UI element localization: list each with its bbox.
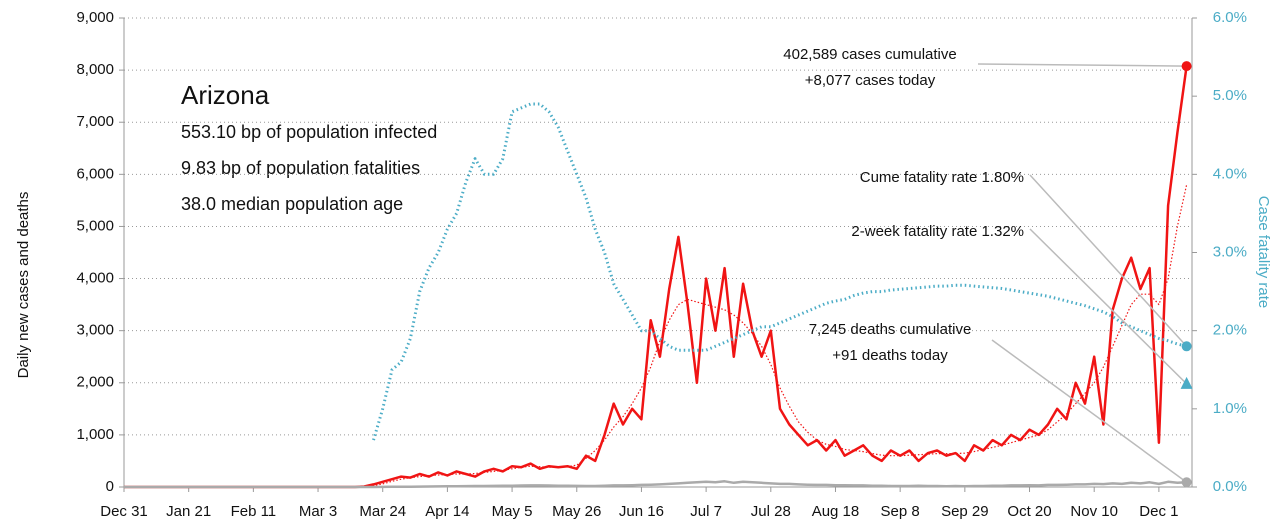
x-tick-label: Mar 3: [299, 503, 337, 520]
info-line: 38.0 median population age: [181, 194, 403, 214]
x-tick-label: Feb 11: [231, 503, 277, 520]
x-tick-label: Oct 20: [1007, 503, 1051, 520]
marker: [1181, 477, 1192, 488]
annotation-text: 402,589 cases cumulative: [783, 46, 956, 63]
x-tick-label: Jul 7: [690, 503, 722, 520]
x-tick-label: Apr 14: [425, 503, 469, 520]
x-tick-label: Jul 28: [751, 503, 791, 520]
y2-tick-label: 0.0%: [1213, 478, 1247, 495]
x-tick-label: Sep 8: [881, 503, 920, 520]
annotation-text: Cume fatality rate 1.80%: [860, 169, 1024, 186]
info-line: 553.10 bp of population infected: [181, 122, 437, 142]
x-tick-label: Dec 31: [100, 503, 148, 520]
x-tick-label: Dec 1: [1139, 503, 1178, 520]
x-tick-label: Nov 10: [1070, 503, 1118, 520]
y-tick-label: 6,000: [76, 165, 114, 182]
series-line: [124, 184, 1188, 488]
marker: [1181, 341, 1192, 352]
x-tick-label: May 5: [492, 503, 533, 520]
y-tick-label: 9,000: [76, 9, 114, 26]
y2-axis-label: Case fatality rate: [1255, 196, 1272, 309]
x-tick-label: Jan 21: [166, 503, 211, 520]
y-tick-label: 4,000: [76, 270, 114, 287]
x-tick-label: Sep 29: [941, 503, 989, 520]
y-tick-label: 8,000: [76, 61, 114, 78]
y-tick-label: 1,000: [76, 426, 114, 443]
leader-line: [977, 63, 1187, 67]
y-tick-label: 7,000: [76, 113, 114, 130]
annotation-text: +91 deaths today: [832, 347, 948, 364]
x-tick-label: Aug 18: [812, 503, 860, 520]
y-tick-label: 5,000: [76, 217, 114, 234]
series-line: [372, 102, 1187, 441]
leader-line: [991, 339, 1188, 483]
marker: [1180, 376, 1193, 389]
y-tick-label: 2,000: [76, 374, 114, 391]
x-tick-label: Mar 24: [359, 503, 406, 520]
y2-tick-label: 2.0%: [1213, 322, 1247, 339]
info-title: Arizona: [181, 80, 270, 110]
y2-tick-label: 6.0%: [1213, 9, 1247, 26]
x-tick-label: May 26: [552, 503, 601, 520]
y-tick-label: 3,000: [76, 322, 114, 339]
x-tick-label: Jun 16: [619, 503, 664, 520]
annotation-text: 7,245 deaths cumulative: [809, 321, 972, 338]
info-line: 9.83 bp of population fatalities: [181, 158, 420, 178]
y2-tick-label: 5.0%: [1213, 87, 1247, 104]
series-line: [124, 480, 1187, 489]
y2-tick-label: 4.0%: [1213, 165, 1247, 182]
marker: [1181, 61, 1192, 72]
leader-line: [1029, 228, 1188, 385]
y-axis-label: Daily new cases and deaths: [15, 192, 32, 379]
y2-tick-label: 1.0%: [1213, 400, 1247, 417]
annotation-text: +8,077 cases today: [805, 72, 936, 89]
y2-tick-label: 3.0%: [1213, 243, 1247, 260]
leader-line: [1029, 174, 1188, 347]
y-tick-label: 0: [106, 478, 114, 495]
annotation-text: 2-week fatality rate 1.32%: [851, 223, 1024, 240]
